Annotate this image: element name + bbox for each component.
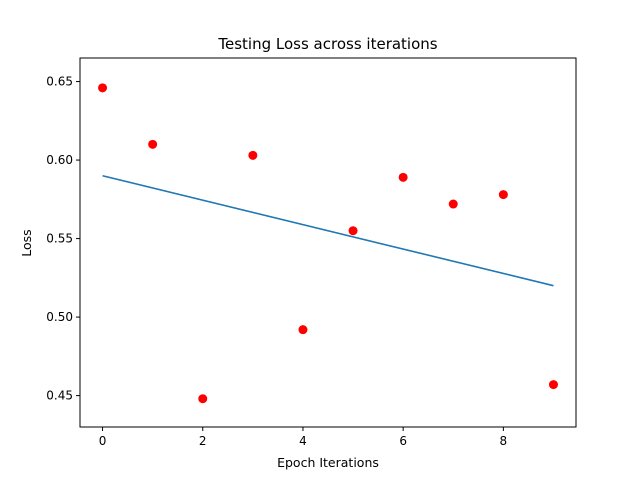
y-axis-label: Loss <box>19 229 34 256</box>
x-tick-label: 4 <box>299 434 307 448</box>
y-axis-ticks: 0.45 0.50 0.55 0.60 0.65 <box>46 75 80 403</box>
y-tick-label: 0.55 <box>46 232 73 246</box>
x-tick-label: 6 <box>399 434 407 448</box>
x-tick-label: 2 <box>199 434 207 448</box>
data-point <box>198 394 208 404</box>
axes-frame <box>79 57 577 428</box>
chart-title: Testing Loss across iterations <box>217 35 437 53</box>
y-tick-label: 0.65 <box>46 75 73 89</box>
y-tick-label: 0.60 <box>46 153 73 167</box>
data-point <box>248 150 258 160</box>
y-tick-label: 0.45 <box>46 389 73 403</box>
y-tick-label: 0.50 <box>46 310 73 324</box>
trend-line <box>102 174 554 287</box>
x-tick-label: 0 <box>99 434 107 448</box>
plot-area <box>98 83 558 404</box>
data-point <box>498 190 508 200</box>
data-point <box>348 226 358 236</box>
data-point <box>448 199 458 209</box>
data-point <box>148 139 158 149</box>
x-axis-label: Epoch Iterations <box>277 455 379 470</box>
data-point <box>398 172 408 182</box>
x-tick-label: 8 <box>500 434 508 448</box>
data-point <box>548 380 558 390</box>
data-point <box>98 83 108 93</box>
x-axis-ticks: 0 2 4 6 8 <box>99 427 507 448</box>
data-point <box>298 325 308 335</box>
